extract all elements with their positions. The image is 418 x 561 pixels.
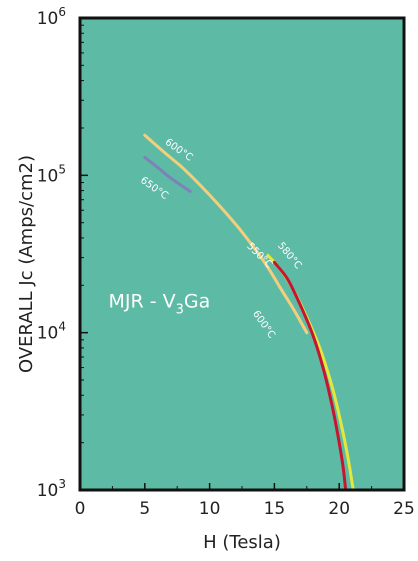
series-line-4	[272, 260, 348, 492]
x-axis-title: H (Tesla)	[203, 532, 281, 553]
x-tick-label: 20	[328, 499, 350, 519]
material-annotation: MJR - V3Ga	[109, 290, 211, 317]
plot-area	[80, 18, 404, 490]
x-tick-label: 15	[264, 499, 286, 519]
y-tick-label: 106	[37, 5, 66, 29]
y-tick-label: 104	[37, 320, 66, 344]
annotation-suffix: Ga	[184, 290, 210, 312]
x-tick-label: 5	[139, 499, 150, 519]
y-tick-layer: 103 104 105 106	[37, 5, 88, 501]
series-line-2	[143, 155, 192, 193]
x-tick-label: 0	[75, 499, 86, 519]
annotation-subscript: 3	[176, 302, 184, 317]
x-tick-label: 10	[199, 499, 221, 519]
series-layer	[143, 133, 355, 492]
y-tick-label: 105	[37, 162, 66, 186]
x-tick-layer: 0 5 10 15 20 25	[75, 483, 415, 519]
series-line-1	[143, 133, 309, 335]
y-tick-label: 103	[37, 477, 66, 501]
x-tick-label: 25	[393, 499, 415, 519]
annotation-prefix: MJR - V	[109, 290, 176, 312]
y-axis-title: OVERALL Jc (Amps/cm2)	[16, 155, 37, 373]
